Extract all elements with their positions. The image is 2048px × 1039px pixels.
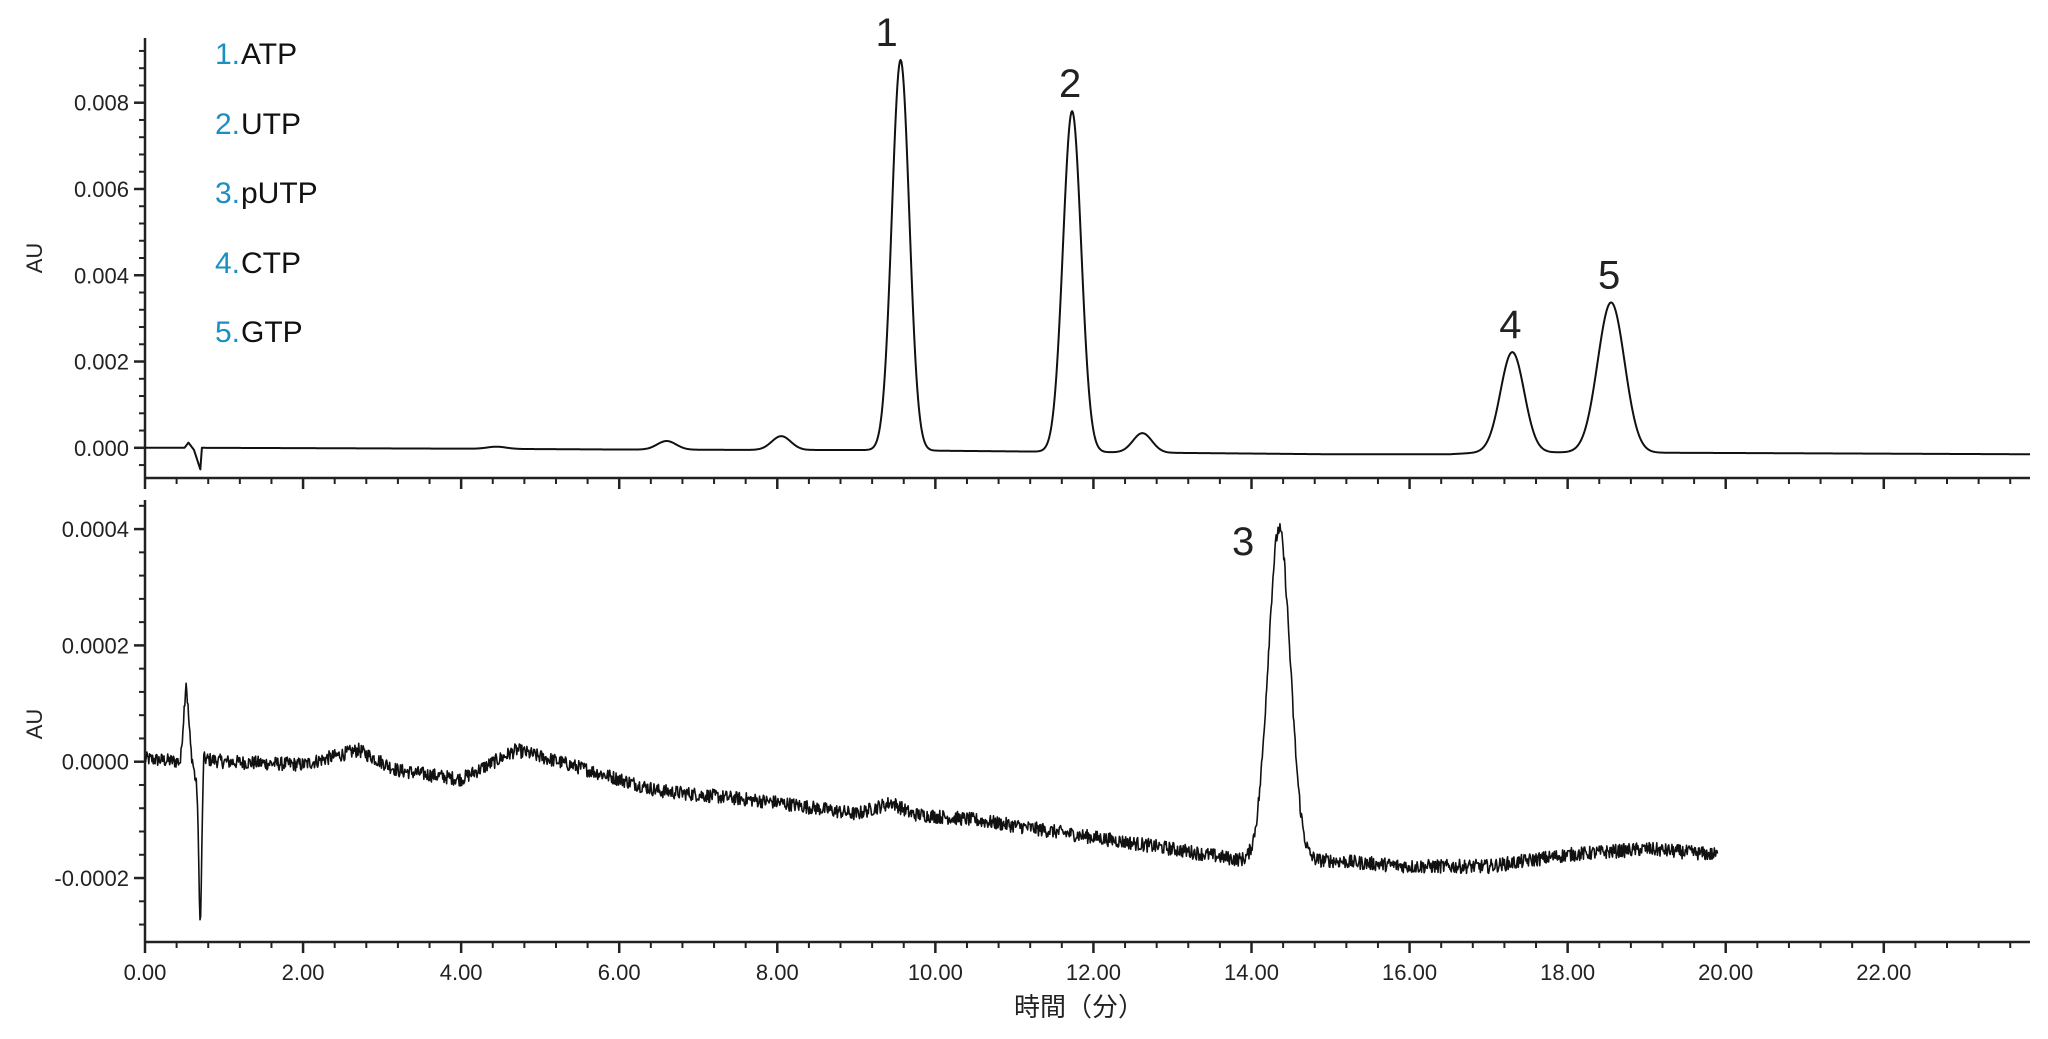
y-tick-label: 0.006 [74, 177, 129, 202]
x-tick-label: 22.00 [1856, 960, 1911, 985]
peak-label-3: 3 [1232, 520, 1254, 564]
legend-name-5: GTP [241, 316, 303, 349]
legend-number-1: 1. [215, 38, 240, 71]
x-tick-label: 10.00 [908, 960, 963, 985]
x-tick-label: 14.00 [1224, 960, 1279, 985]
legend-number-3: 3. [215, 177, 240, 210]
chromatogram-trace [144, 58, 2031, 471]
x-tick-label: 2.00 [282, 960, 325, 985]
y-tick-label: 0.0000 [62, 750, 129, 775]
y-tick-label: 0.008 [74, 91, 129, 116]
y-tick-label: 0.0004 [62, 517, 129, 542]
y-tick-label: 0.0002 [62, 633, 129, 658]
legend-name-1: ATP [241, 38, 297, 71]
legend-name-3: pUTP [241, 177, 318, 210]
x-tick-label: 0.00 [124, 960, 167, 985]
top-y-axis-label: AU [22, 243, 47, 274]
peak-label-2: 2 [1059, 62, 1081, 106]
peak-label-5: 5 [1598, 253, 1620, 297]
x-tick-label: 12.00 [1066, 960, 1121, 985]
y-tick-label: -0.0002 [54, 866, 129, 891]
x-tick-label: 16.00 [1382, 960, 1437, 985]
y-tick-label: 0.002 [74, 350, 129, 375]
legend-number-5: 5. [215, 316, 240, 349]
peak-label-1: 1 [875, 11, 897, 55]
x-tick-label: 18.00 [1540, 960, 1595, 985]
y-tick-label: 0.000 [74, 436, 129, 461]
x-tick-label: 20.00 [1698, 960, 1753, 985]
legend-number-2: 2. [215, 108, 240, 141]
legend-number-4: 4. [215, 247, 240, 280]
legend-name-4: CTP [241, 247, 301, 280]
x-tick-label: 8.00 [756, 960, 799, 985]
y-tick-label: 0.004 [74, 263, 129, 288]
legend-name-2: UTP [241, 108, 301, 141]
x-tick-label: 4.00 [440, 960, 483, 985]
x-tick-label: 6.00 [598, 960, 641, 985]
x-axis-label: 時間（分） [1014, 993, 1144, 1023]
panel-2: -0.0002 0.0000 0.0002 0.0004 0.00 2.00 4.00 6.0… [54, 500, 2030, 985]
panel-1: 0.000 0.002 0.004 0.006 0.008 1 2 4 5 [74, 11, 2031, 489]
chromatogram-trace [144, 522, 1719, 921]
bottom-y-axis-label: AU [22, 709, 47, 740]
peak-label-4: 4 [1499, 303, 1521, 347]
peak-legend: 1. ATP 2. UTP 3. pUTP 4. CTP 5. GTP [215, 38, 318, 349]
